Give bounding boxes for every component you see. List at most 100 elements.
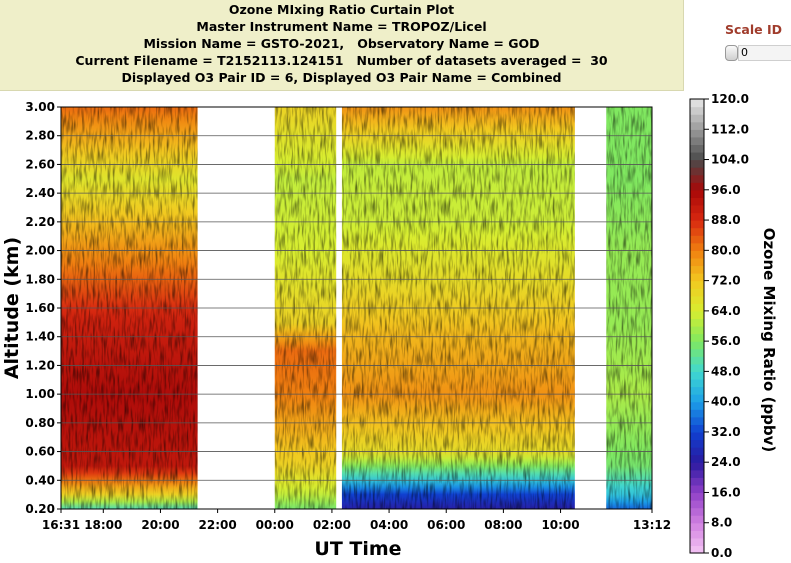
y-axis: 0.20 0.40 0.60 0.80 1.00 1.20 1.40 1.60 1.80 2.00… [25, 100, 61, 516]
colorbar-band [690, 530, 704, 539]
colorbar-band [690, 462, 704, 471]
colorbar-band [690, 280, 704, 289]
y-tick-label: 2.40 [25, 186, 55, 200]
scale-id-spinner[interactable] [725, 45, 738, 61]
colorbar-band [690, 522, 704, 531]
colorbar-band [690, 114, 704, 123]
colorbar-band [690, 378, 704, 388]
colorbar-band [690, 220, 704, 229]
x-tick-label: 04:00 [370, 518, 408, 532]
y-tick-label: 3.00 [25, 100, 55, 114]
x-tick-label: 02:00 [313, 518, 351, 532]
y-tick-label: 0.80 [25, 416, 55, 430]
x-tick-label: 00:00 [256, 518, 294, 532]
y-tick-label: 1.20 [25, 358, 55, 372]
y-tick-label: 1.60 [25, 301, 55, 315]
colorbar-band [690, 265, 704, 274]
colorbar-tick-label: 56.0 [711, 334, 741, 348]
y-tick-label: 0.40 [25, 473, 55, 487]
colorbar-tick-label: 72.0 [711, 274, 741, 288]
colorbar-band [690, 250, 704, 259]
x-tick-label: 16:31 [42, 518, 80, 532]
colorbar-band [690, 99, 704, 108]
colorbar-tick-label: 0.0 [711, 546, 732, 560]
colorbar-band [690, 197, 704, 206]
colorbar-band [690, 363, 704, 372]
colorbar-band [690, 303, 704, 312]
colorbar-band [690, 469, 704, 478]
colorbar-tick-label: 112.0 [711, 122, 749, 136]
x-axis-title: UT Time [314, 538, 401, 560]
colorbar-band [690, 182, 704, 191]
colorbar-band [690, 295, 704, 304]
o3-pair-info: Displayed O3 Pair ID = 6, Displayed O3 P… [121, 70, 562, 85]
scale-id-input[interactable]: 0 [738, 45, 791, 61]
colorbar: 120.0 112.0 104.0 96.0 88.0 80.0 72.0 64.0 56.0 4… [689, 92, 749, 560]
colorbar-band [690, 500, 704, 509]
colorbar-band [690, 333, 704, 342]
colorbar-tick-label: 80.0 [711, 243, 741, 257]
colorbar-band [690, 235, 704, 244]
y-tick-label: 2.00 [25, 244, 55, 258]
scale-id-label: Scale ID [725, 22, 782, 37]
x-tick-label: 06:00 [427, 518, 465, 532]
colorbar-band [690, 242, 704, 251]
colorbar-band [690, 106, 704, 115]
current-filename: Current Filename = T2152113.124151 Numbe… [75, 53, 608, 68]
colorbar-tick-label: 96.0 [711, 183, 741, 197]
colorbar-band [690, 348, 704, 357]
colorbar-band [690, 159, 704, 168]
y-tick-label: 1.00 [25, 387, 55, 401]
x-axis: 16:31 18:00 20:00 22:00 00:00 02:00 04:00 06:00… [42, 509, 671, 532]
colorbar-title: Ozone Mixing Ratio (ppbv) [760, 228, 778, 453]
colorbar-tick-label: 64.0 [711, 304, 741, 318]
colorbar-band [690, 212, 704, 221]
colorbar-band [690, 204, 704, 214]
y-tick-label: 2.60 [25, 157, 55, 171]
colorbar-band [690, 515, 704, 524]
colorbar-band [690, 189, 704, 198]
colorbar-band [690, 121, 704, 130]
colorbar-band [690, 257, 704, 267]
plot-info-header: Ozone MIxing Ratio Curtain Plot Master I… [0, 0, 684, 91]
colorbar-tick-label: 104.0 [711, 153, 749, 167]
colorbar-band [690, 492, 704, 501]
colorbar-band [690, 545, 704, 554]
colorbar-band [690, 288, 704, 297]
colorbar-tick-label: 120.0 [711, 92, 749, 106]
colorbar-band [690, 318, 704, 327]
colorbar-band [690, 386, 704, 395]
x-tick-label: 18:00 [84, 518, 122, 532]
colorbar-tick-label: 32.0 [711, 425, 741, 439]
colorbar-band [690, 310, 704, 320]
colorbar-band [690, 439, 704, 448]
colorbar-band [690, 401, 704, 410]
colorbar-band [690, 507, 704, 516]
grid-lines [61, 135, 652, 481]
colorbar-band [690, 409, 704, 418]
colorbar-tick-label: 24.0 [711, 455, 741, 469]
colorbar-band [690, 394, 704, 403]
y-tick-label: 1.80 [25, 272, 55, 286]
colorbar-band [690, 151, 704, 161]
colorbar-band [690, 416, 704, 425]
plot-title: Ozone MIxing Ratio Curtain Plot [228, 2, 455, 17]
colorbar-tick-label: 40.0 [711, 395, 741, 409]
colorbar-band [690, 454, 704, 463]
colorbar-band [690, 144, 704, 153]
colorbar-band [690, 341, 704, 350]
x-tick-label: 13:12 [633, 518, 671, 532]
colorbar-band [690, 484, 704, 494]
colorbar-band [690, 424, 704, 433]
y-axis-title: Altitude (km) [1, 237, 23, 379]
mission-observatory: Mission Name = GSTO-2021, Observatory Na… [143, 36, 540, 51]
colorbar-band [690, 136, 704, 145]
colorbar-band [690, 447, 704, 456]
colorbar-frame [689, 98, 705, 554]
y-tick-label: 0.60 [25, 445, 55, 459]
colorbar-band [690, 174, 704, 183]
colorbar-tick-label: 8.0 [711, 516, 732, 530]
colorbar-band [690, 537, 704, 547]
colorbar-band [690, 129, 704, 138]
